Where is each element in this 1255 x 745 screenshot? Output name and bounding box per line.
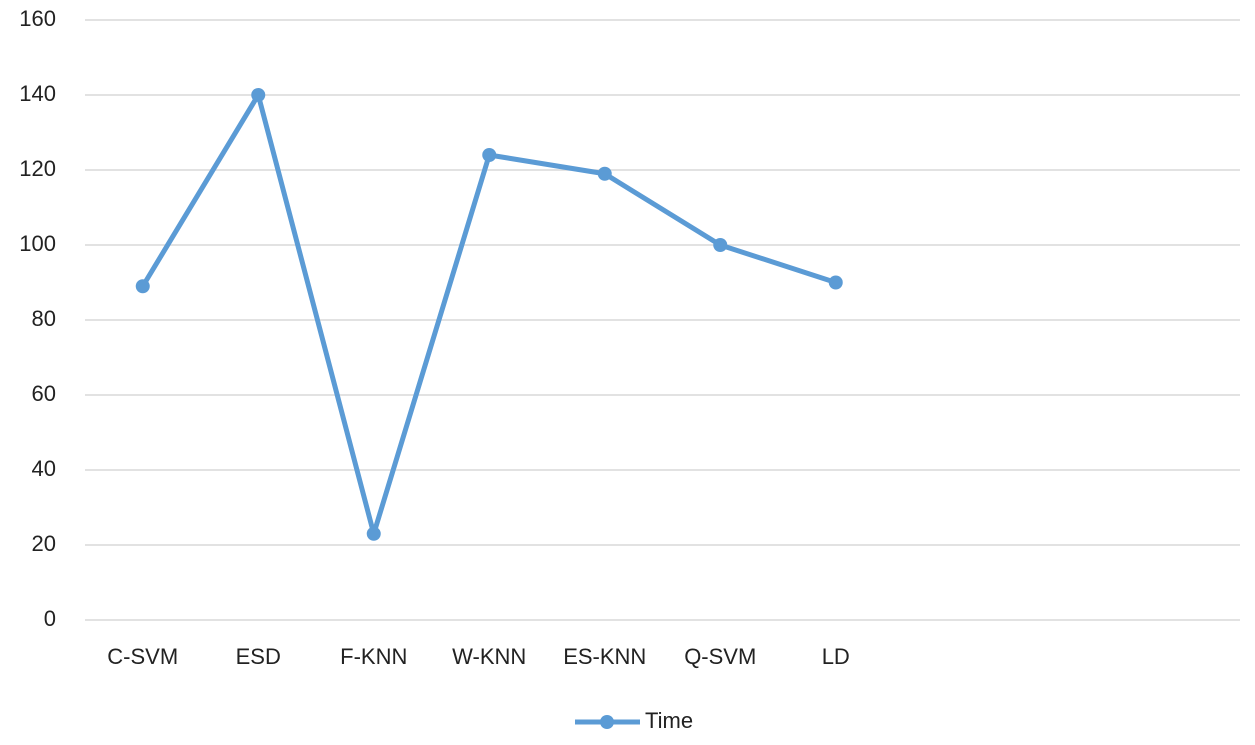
- y-tick-label: 140: [19, 81, 56, 106]
- y-tick-label: 160: [19, 6, 56, 31]
- point: [251, 88, 266, 102]
- y-tick-label: 80: [32, 306, 56, 331]
- x-tick-label: LD: [822, 644, 850, 669]
- y-tick-label: 0: [44, 606, 56, 631]
- y-tick-label: 120: [19, 156, 56, 181]
- point: [828, 275, 843, 290]
- point: [713, 238, 728, 252]
- y-tick-label: 100: [19, 231, 56, 256]
- x-tick-label: W-KNN: [452, 644, 526, 669]
- x-tick-label: ES-KNN: [563, 644, 646, 669]
- point: [597, 166, 612, 181]
- y-tick-label: 40: [32, 456, 56, 481]
- point: [135, 279, 150, 294]
- x-tick-label: Q-SVM: [684, 644, 756, 669]
- point: [366, 526, 381, 541]
- legend-label: Time: [645, 708, 693, 733]
- x-tick-label: C-SVM: [107, 644, 178, 669]
- legend-marker: [600, 715, 614, 729]
- x-tick-label: ESD: [236, 644, 281, 669]
- x-tick-label: F-KNN: [340, 644, 407, 669]
- y-tick-label: 60: [32, 381, 56, 406]
- point: [482, 148, 497, 162]
- y-tick-label: 20: [32, 531, 56, 556]
